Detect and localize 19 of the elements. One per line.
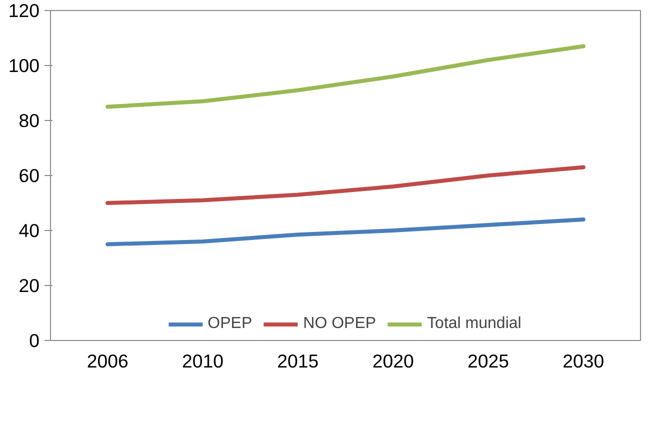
y-tick-label: 40 [18,220,40,241]
y-tick-label: 80 [18,110,40,131]
line-series [106,218,586,246]
x-tick-label: 2006 [86,350,128,372]
x-tick-label: 2030 [562,350,604,372]
line-series [106,165,586,205]
y-tick-label: 100 [8,55,40,76]
y-tick-label: 120 [8,0,40,21]
x-tick-label: 2020 [372,350,414,372]
x-tick-label: 2015 [277,350,319,372]
line-series [106,44,586,109]
legend-label: Total mundial [427,315,522,333]
x-tick-label: 2025 [467,350,510,372]
legend-label: OPEP [208,315,252,333]
legend-label: NO OPEP [303,315,376,333]
y-tick-label: 60 [18,165,40,186]
y-tick-label: 20 [18,275,40,296]
x-tick-label: 2010 [182,350,224,372]
y-tick-label: 0 [29,330,40,351]
